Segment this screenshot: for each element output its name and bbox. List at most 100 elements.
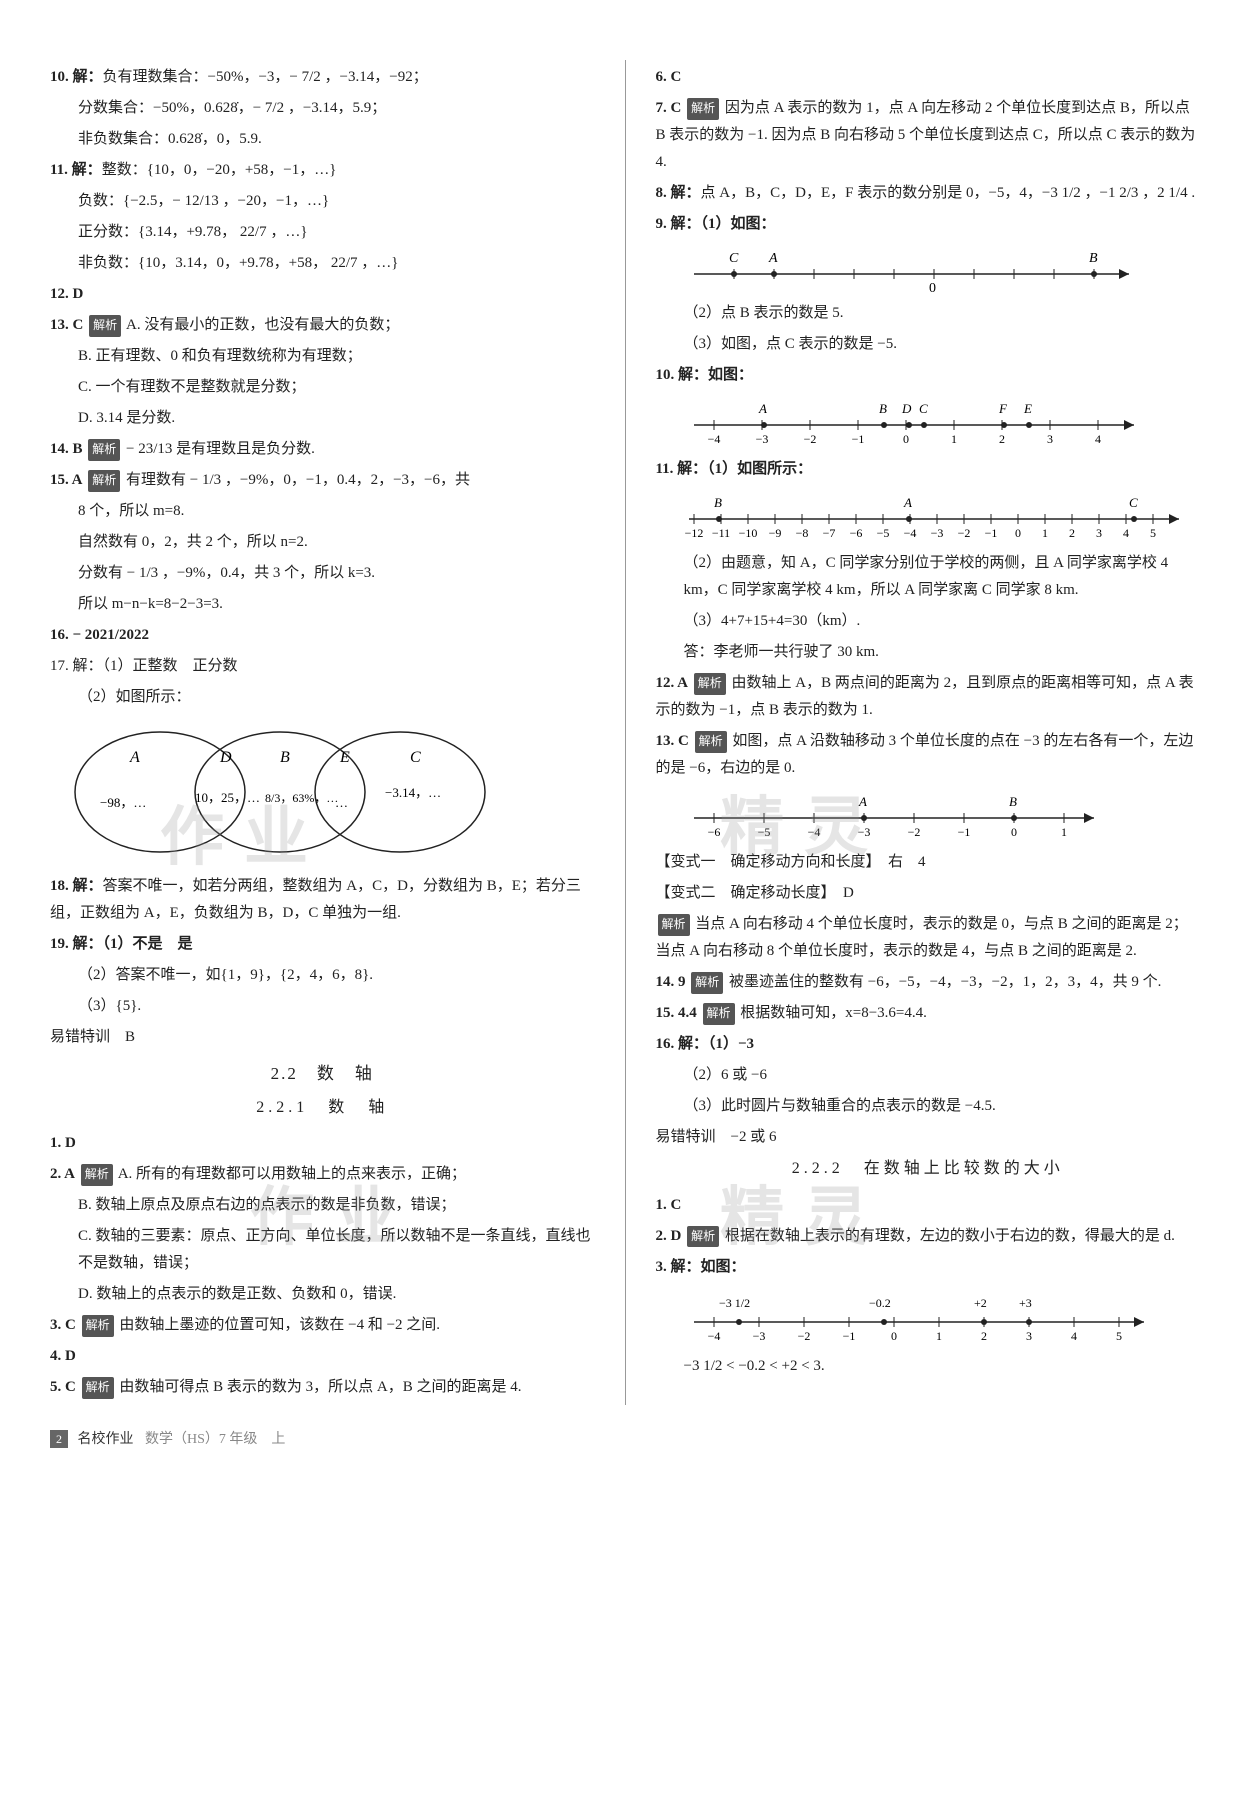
q-num: 7. C <box>656 100 682 116</box>
q11-l4: 非负数：{10，3.14，0，+9.78，+58， 22/7 ，…} <box>50 250 595 277</box>
svg-text:−5: −5 <box>757 825 770 839</box>
text: 答案不唯一，如若分两组，整数组为 A，C，D，分数组为 B，E；若分三组，正数组… <box>50 878 581 921</box>
q11: 11. 解：整数：{10，0，−20，+58，−1，…} <box>50 157 595 184</box>
q-num: 11. 解： <box>50 162 102 178</box>
q-num: 2. D <box>656 1228 682 1244</box>
venn-D: D <box>219 749 232 766</box>
r-q15: 15. 4.4 解析 根据数轴可知，x=8−3.6=4.4. <box>656 1000 1201 1027</box>
r-q9-3: （3）如图，点 C 表示的数是 −5. <box>656 331 1201 358</box>
q15: 15. A 解析 有理数有 − 1/3 ，−9%，0，−1，0.4，2，−3，−… <box>50 467 595 494</box>
svg-text:−9: −9 <box>768 526 781 540</box>
venn-E-vals: … <box>335 795 348 810</box>
q19-2: （2）答案不唯一，如{1，9}，{2，4，6，8}. <box>50 962 595 989</box>
q10-l2: 分数集合：−50%，0.628̇，− 7/2 ，−3.14，5.9； <box>50 95 595 122</box>
column-divider <box>625 60 626 1405</box>
svg-text:−3: −3 <box>857 825 870 839</box>
err-right: 易错特训 −2 或 6 <box>656 1124 1201 1151</box>
text: 根据在数轴上表示的有理数，左边的数小于右边的数，得最大的是 d. <box>725 1228 1175 1244</box>
page-number: 2 <box>50 1430 68 1448</box>
var1: 【变式一 确定移动方向和长度】 右 4 <box>656 849 1201 876</box>
q-num: 2. A <box>50 1166 75 1182</box>
tag-icon: 解析 <box>695 731 727 753</box>
r-q16: 16. 解：（1）−3 <box>656 1031 1201 1058</box>
svg-text:−4: −4 <box>903 526 916 540</box>
q11-l2: 负数：{−2.5，− 12/13 ，−20，−1，…} <box>50 188 595 215</box>
numberline-q9: C A B 0 <box>684 244 1144 294</box>
r-q11-2: （2）由题意，知 A，C 同学家分别位于学校的两侧，且 A 同学家离学校 4 k… <box>656 550 1201 604</box>
svg-text:A: A <box>758 401 767 416</box>
q10-l3: 非负数集合：0.628̇，0，5.9. <box>50 126 595 153</box>
svg-text:−3: −3 <box>930 526 943 540</box>
svg-text:−3: −3 <box>755 432 768 446</box>
q19-3: （3）{5}. <box>50 993 595 1020</box>
r-q7: 7. C 解析 因为点 A 表示的数为 1，点 A 向左移动 2 个单位长度到达… <box>656 95 1201 176</box>
svg-text:2: 2 <box>999 432 1005 446</box>
numberline-q11: −12−11−10−9−8−7−6−5−4−3−2−1012345 B A C <box>684 489 1184 544</box>
svg-text:−8: −8 <box>795 526 808 540</box>
t1: 1. C <box>656 1192 1201 1219</box>
r-q10: 10. 解：如图： <box>656 362 1201 389</box>
q-num: 15. 4.4 <box>656 1005 697 1021</box>
t3: 3. 解：如图： <box>656 1254 1201 1281</box>
svg-text:0: 0 <box>891 1329 897 1343</box>
tag-icon: 解析 <box>82 1315 114 1337</box>
venn-B: B <box>280 749 290 766</box>
q-num: 15. A <box>50 472 83 488</box>
text: 因为点 A 表示的数为 1，点 A 向左移动 2 个单位长度到达点 B，所以点 … <box>656 100 1196 170</box>
r-q6: 6. C <box>656 64 1201 91</box>
r-q16-2: （2）6 或 −6 <box>656 1062 1201 1089</box>
text: 由数轴可得点 B 表示的数为 3，所以点 A，B 之间的距离是 4. <box>119 1379 521 1395</box>
svg-text:3: 3 <box>1047 432 1053 446</box>
svg-text:5: 5 <box>1116 1329 1122 1343</box>
r-q11-4: 答：李老师一共行驶了 30 km. <box>656 639 1201 666</box>
s2d: D. 数轴上的点表示的数是正数、负数和 0，错误. <box>50 1281 595 1308</box>
text: 由数轴上 A，B 两点间的距离为 2，且到原点的距离相等可知，点 A 表示的数为… <box>656 675 1194 718</box>
q-num: 3. C <box>50 1317 76 1333</box>
svg-text:−2: −2 <box>797 1329 810 1343</box>
svg-text:0: 0 <box>1015 526 1021 540</box>
numberline-q13: −6−5−4−3−2−101 A B <box>684 788 1104 843</box>
svg-text:B: B <box>714 495 722 510</box>
tag-icon: 解析 <box>691 972 723 994</box>
t2: 2. D 解析 根据在数轴上表示的有理数，左边的数小于右边的数，得最大的是 d. <box>656 1223 1201 1250</box>
svg-text:+3: +3 <box>1019 1296 1032 1310</box>
svg-text:B: B <box>879 401 887 416</box>
svg-text:3: 3 <box>1026 1329 1032 1343</box>
svg-text:−3 1/2: −3 1/2 <box>719 1296 750 1310</box>
svg-text:1: 1 <box>936 1329 942 1343</box>
s5: 5. C 解析 由数轴可得点 B 表示的数为 3，所以点 A，B 之间的距离是 … <box>50 1374 595 1401</box>
r-q11: 11. 解：（1）如图所示： <box>656 456 1201 483</box>
text: 点 A，B，C，D，E，F 表示的数分别是 0，−5，4，−3 1/2 ，−1 … <box>701 185 1196 201</box>
svg-text:E: E <box>1023 401 1032 416</box>
svg-text:2: 2 <box>981 1329 987 1343</box>
r-q9: 9. 解：（1）如图： <box>656 211 1201 238</box>
book-title: 名校作业 <box>78 1432 134 1447</box>
r-q13: 13. C 解析 如图，点 A 沿数轴移动 3 个单位长度的点在 −3 的左右各… <box>656 728 1201 782</box>
svg-text:−1: −1 <box>842 1329 855 1343</box>
svg-text:D: D <box>901 401 912 416</box>
tag-icon: 解析 <box>81 1164 113 1186</box>
text: 负有理数集合：−50%，−3，− 7/2 ，−3.14，−92； <box>103 69 428 85</box>
q-num: 13. C <box>50 317 83 333</box>
venn-A: A <box>129 749 140 766</box>
svg-text:2: 2 <box>1069 526 1075 540</box>
text: 17. 解：（1）正整数 正分数 <box>50 658 238 674</box>
q13: 13. C 解析 A. 没有最小的正数，也没有最大的负数； <box>50 312 595 339</box>
svg-text:B: B <box>1089 251 1098 266</box>
tag-icon: 解析 <box>703 1003 735 1025</box>
s2c: C. 数轴的三要素：原点、正方向、单位长度，所以数轴不是一条直线，直线也不是数轴… <box>50 1223 595 1277</box>
svg-text:C: C <box>729 251 739 266</box>
q17: 17. 解：（1）正整数 正分数 <box>50 653 595 680</box>
svg-text:1: 1 <box>1061 825 1067 839</box>
svg-text:1: 1 <box>951 432 957 446</box>
svg-text:A: A <box>903 495 912 510</box>
svg-text:0: 0 <box>903 432 909 446</box>
left-column: 10. 解：负有理数集合：−50%，−3，− 7/2 ，−3.14，−92； 分… <box>50 60 595 1405</box>
sub-section-title-2: 2.2.2 在数轴上比较数的大小 <box>656 1155 1201 1184</box>
svg-text:A: A <box>768 251 778 266</box>
svg-text:4: 4 <box>1123 526 1129 540</box>
svg-text:C: C <box>919 401 928 416</box>
svg-text:3: 3 <box>1096 526 1102 540</box>
q-num: 14. B <box>50 441 83 457</box>
svg-text:4: 4 <box>1095 432 1101 446</box>
